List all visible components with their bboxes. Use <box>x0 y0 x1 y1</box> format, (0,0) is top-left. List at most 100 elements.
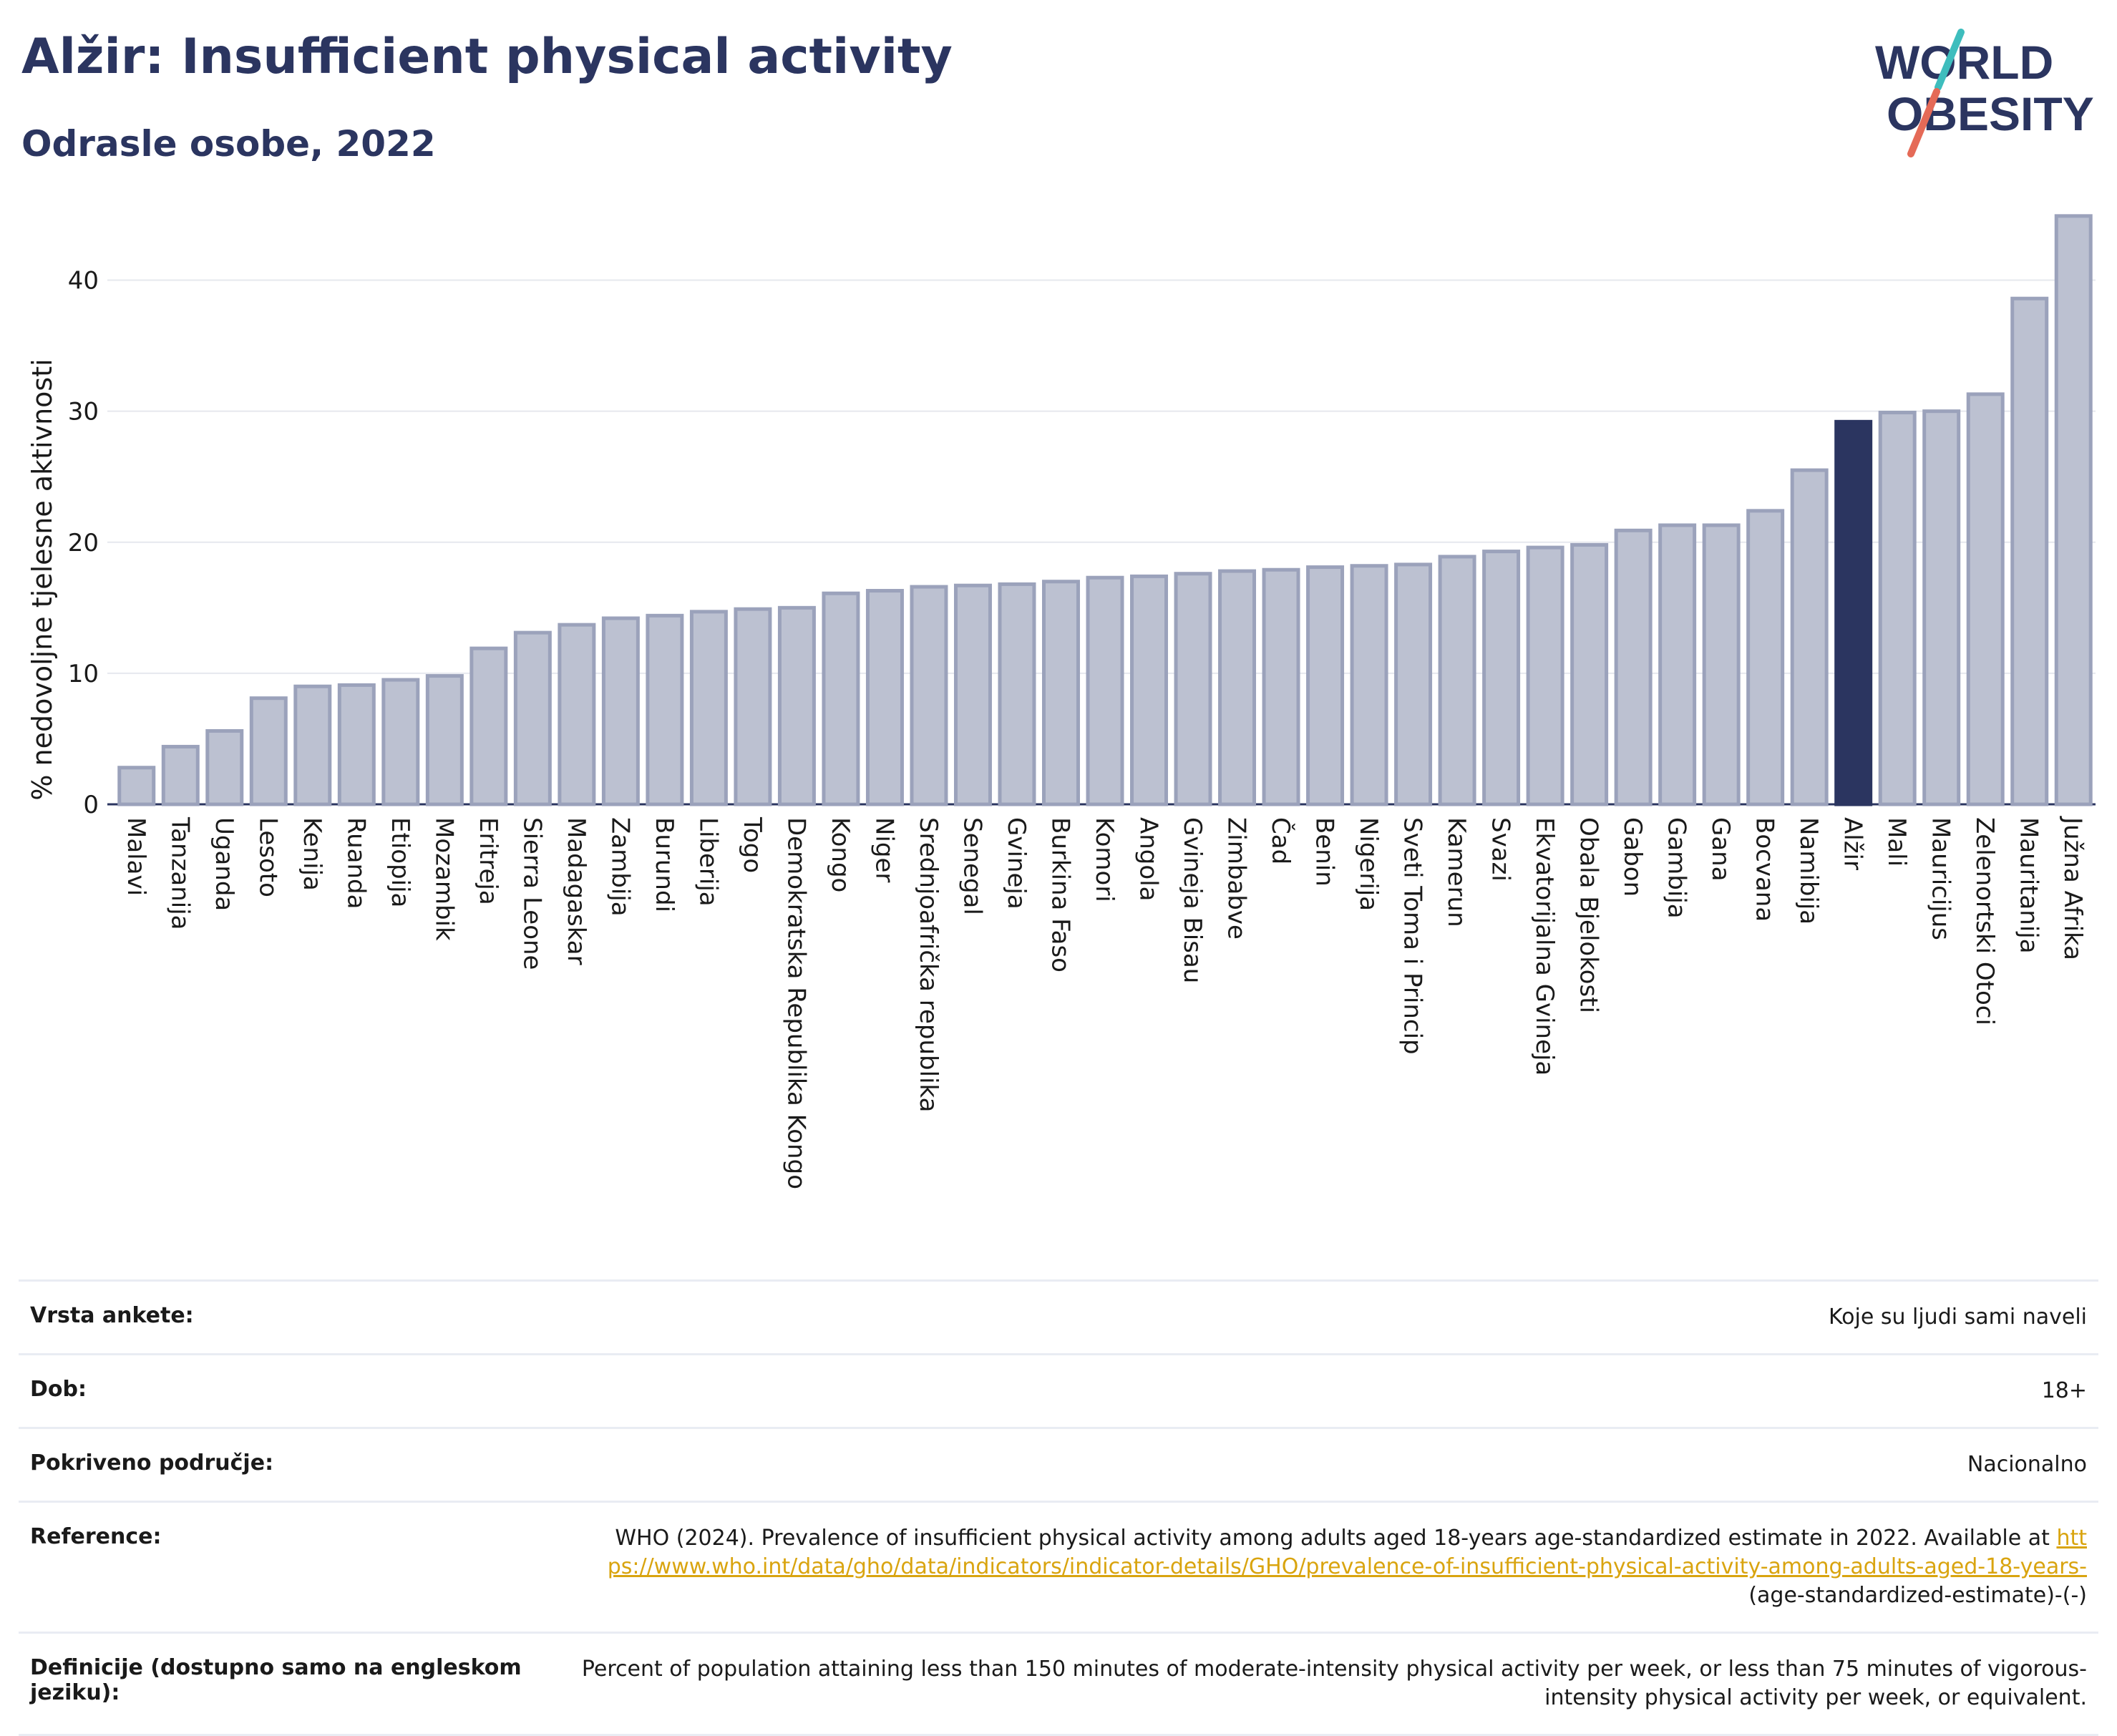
page-title: Alžir: Insufficient physical activity <box>21 29 953 85</box>
x-tick-label: Demokratska Republika Kongo <box>782 817 810 1189</box>
bar <box>1394 562 1433 806</box>
info-row-reference: Reference: WHO (2024). Prevalence of ins… <box>19 1501 2098 1632</box>
world-obesity-logo: WORLD OBESITY <box>1875 29 2094 157</box>
bar <box>1041 580 1080 806</box>
x-tick-label: Ekvatorijalna Gvineja <box>1530 817 1559 1076</box>
definition-label: Definicije (dostupno samo na engleskom j… <box>30 1655 522 1705</box>
bar <box>1966 392 2005 806</box>
x-tick-label: Čad <box>1266 817 1295 864</box>
x-tick-label: Madagaskar <box>562 817 590 965</box>
x-tick-label: Niger <box>870 817 898 882</box>
x-tick-label: Kongo <box>826 817 855 892</box>
x-tick-label: Kamerun <box>1442 817 1471 927</box>
bar <box>1790 468 1829 806</box>
reference-tail: (age-standardized-estimate)-(-) <box>1748 1583 2087 1608</box>
bar <box>205 728 244 806</box>
x-tick-label: Gana <box>1706 817 1735 882</box>
bar <box>2054 214 2093 806</box>
survey-label: Vrsta ankete: <box>30 1303 194 1328</box>
bar <box>1658 523 1697 806</box>
x-tick-label: Togo <box>738 816 766 873</box>
y-tick-label: 40 <box>68 267 99 296</box>
bar <box>953 583 992 806</box>
x-tick-label: Ruanda <box>341 817 370 909</box>
x-tick-label: Senegal <box>958 817 986 915</box>
coverage-value: Nacionalno <box>1967 1452 2087 1477</box>
x-tick-label: Nigerija <box>1354 817 1383 911</box>
x-tick-label: Alžir <box>1839 817 1867 870</box>
bar <box>1306 565 1345 806</box>
x-tick-label: Lesoto <box>253 817 282 897</box>
logo-slash-teal <box>1934 29 1965 91</box>
x-tick-label: Gvineja Bisau <box>1178 817 1207 983</box>
bar <box>1174 572 1212 806</box>
x-tick-label: Namibija <box>1794 817 1823 925</box>
bar-highlight <box>1834 419 1873 806</box>
bar <box>910 585 948 806</box>
x-tick-label: Bocvana <box>1751 817 1779 922</box>
bar <box>2010 296 2049 806</box>
reference-label: Reference: <box>30 1524 162 1549</box>
x-tick-labels: Malavi Tanzanija Uganda Lesoto Kenija Ruanda E… <box>122 816 2087 1189</box>
bar <box>1614 528 1653 806</box>
info-row-survey: Vrsta ankete: Koje su ljudi sami naveli <box>19 1279 2098 1353</box>
x-tick-label: Mozambik <box>429 817 458 941</box>
info-row-definition: Definicije (dostupno samo na engleskom j… <box>19 1632 2098 1736</box>
x-tick-label: Uganda <box>210 817 238 911</box>
x-tick-label: Mali <box>1882 817 1911 867</box>
x-tick-label: Srednjoafrička republika <box>914 817 943 1112</box>
bar <box>601 616 640 806</box>
reference-value: WHO (2024). Prevalence of insufficient p… <box>603 1524 2087 1610</box>
bar <box>161 744 200 806</box>
bar <box>734 607 772 806</box>
y-tick-labels: 0 10 20 30 40 <box>68 267 99 819</box>
x-tick-label: Komori <box>1090 817 1119 902</box>
bar <box>646 613 684 806</box>
x-tick-label: Mauritanija <box>2015 817 2043 954</box>
x-tick-label: Zimbabve <box>1222 817 1251 940</box>
x-tick-label: Malavi <box>122 817 150 896</box>
x-tick-label: Etiopija <box>386 817 414 907</box>
x-tick-label: Gvineja <box>1002 817 1031 910</box>
y-axis-label: % nedovoljne tjelesne aktivnosti <box>26 359 58 800</box>
reference-text: WHO (2024). Prevalence of insufficient p… <box>615 1526 2050 1551</box>
bar <box>1878 410 1917 806</box>
bar <box>1130 574 1169 806</box>
reference-link[interactable]: https://www.who.int/data/gho/data/indica… <box>607 1526 2087 1579</box>
definition-value: Percent of population attaining less tha… <box>581 1657 2087 1710</box>
bar <box>293 684 332 806</box>
bar <box>822 591 860 806</box>
x-tick-label: Liberija <box>694 817 722 907</box>
y-tick-label: 30 <box>68 398 99 426</box>
bar <box>1218 569 1257 806</box>
bar <box>1482 550 1521 806</box>
bar <box>337 683 376 806</box>
x-tick-label: Benin <box>1310 817 1339 887</box>
age-value: 18+ <box>2041 1378 2087 1403</box>
x-tick-label: Tanzanija <box>165 816 194 930</box>
bar <box>1570 542 1609 806</box>
x-tick-label: Zambija <box>605 817 634 917</box>
info-row-age: Dob: 18+ <box>19 1353 2098 1427</box>
bar <box>1922 409 1961 806</box>
bar <box>117 766 156 806</box>
x-tick-label: Gabon <box>1618 817 1647 897</box>
x-tick-label: Kenija <box>298 817 326 891</box>
bar <box>1262 567 1300 806</box>
x-tick-label: Gambija <box>1663 817 1691 919</box>
bar <box>381 678 420 806</box>
x-tick-label: Angola <box>1134 817 1163 901</box>
x-tick-label: Burkina Faso <box>1046 817 1074 972</box>
bar <box>1438 555 1476 806</box>
bar <box>558 623 596 806</box>
coverage-label: Pokriveno područje: <box>30 1450 274 1476</box>
bar <box>425 674 464 806</box>
age-label: Dob: <box>30 1377 87 1402</box>
x-tick-label: Sveti Toma i Princip <box>1398 817 1427 1055</box>
x-tick-label: Mauricijus <box>1927 817 1955 940</box>
x-tick-label: Sierra Leone <box>517 817 546 970</box>
bar <box>249 696 288 806</box>
y-tick-label: 0 <box>83 791 99 819</box>
page-subtitle: Odrasle osobe, 2022 <box>21 123 436 165</box>
y-tick-label: 10 <box>68 660 99 688</box>
